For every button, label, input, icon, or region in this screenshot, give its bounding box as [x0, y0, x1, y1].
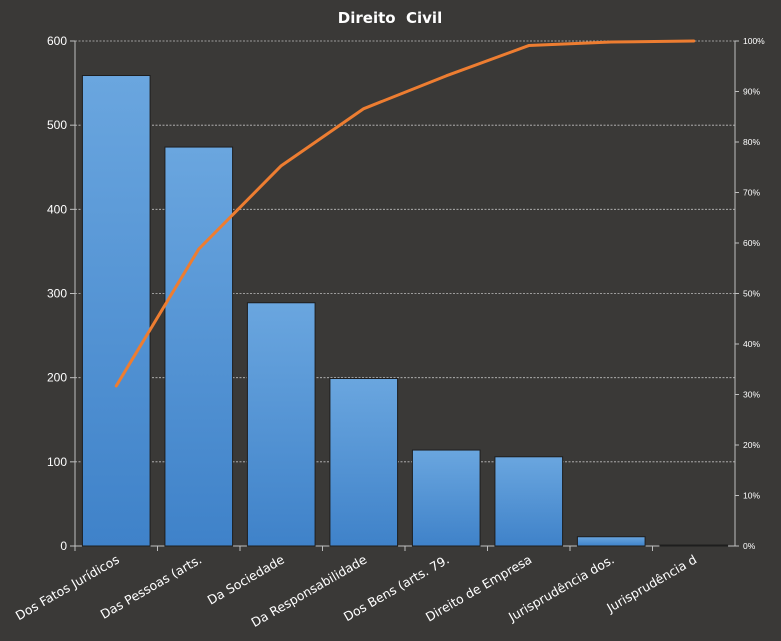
- bar: [494, 456, 564, 547]
- bar: [411, 449, 481, 547]
- y-tick-label: 200: [47, 371, 67, 385]
- y-tick-label: 0: [60, 539, 67, 553]
- y2-tick-label: 20%: [743, 440, 760, 450]
- y2-tick-label: 70%: [743, 188, 760, 198]
- y2-tick-label: 40%: [743, 339, 760, 349]
- bar: [164, 146, 234, 547]
- y2-tick-label: 0%: [743, 541, 756, 551]
- bar: [329, 378, 399, 547]
- y2-tick-label: 50%: [743, 289, 760, 299]
- y-tick-label: 300: [47, 287, 67, 301]
- y2-tick-label: 10%: [743, 491, 760, 501]
- bars: [81, 75, 729, 547]
- chart-title: Direito Civil: [338, 9, 442, 27]
- y-tick-label: 600: [47, 34, 67, 48]
- bar: [659, 544, 729, 547]
- y-tick-label: 500: [47, 118, 67, 132]
- y2-tick-label: 30%: [743, 390, 760, 400]
- bar: [246, 302, 316, 547]
- y2-tick-label: 80%: [743, 137, 760, 147]
- y2-tick-label: 90%: [743, 87, 760, 97]
- cumulative-line: [114, 39, 696, 388]
- cumulative-percent-line: [114, 39, 696, 388]
- y2-tick-label: 100%: [743, 36, 765, 46]
- y-tick-label: 100: [47, 455, 67, 469]
- bar: [81, 75, 151, 547]
- bar: [576, 536, 646, 547]
- y-tick-label: 400: [47, 202, 67, 216]
- y2-tick-label: 60%: [743, 238, 760, 248]
